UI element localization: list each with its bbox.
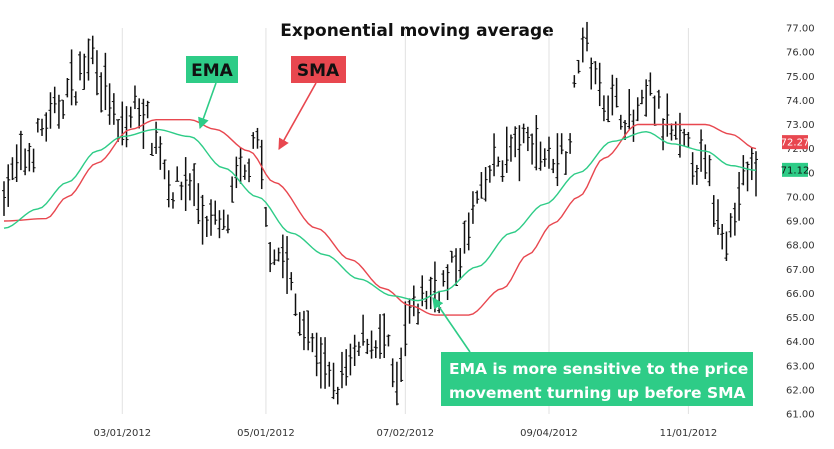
ema-label: EMA	[191, 61, 234, 81]
y-tick-label: 72.00	[786, 144, 815, 155]
ema-last-value-badge	[782, 162, 808, 177]
y-tick-label: 70.00	[786, 192, 815, 203]
ema-line	[3, 128, 757, 302]
ema-pointer-arrow	[198, 82, 217, 130]
y-tick-label: 62.00	[786, 385, 815, 396]
y-tick-label: 67.00	[786, 265, 815, 276]
y-tick-label: 65.00	[786, 313, 815, 324]
y-axis: 77.0076.0075.0074.0073.0072.0071.0070.00…	[786, 24, 815, 421]
x-tick-label: 11/01/2012	[660, 428, 718, 439]
sma-last-value: 72.27	[781, 138, 810, 149]
vertical-grid	[121, 28, 689, 414]
moving-average-lines	[3, 118, 757, 316]
note-box	[441, 352, 753, 406]
chart-title: Exponential moving average	[280, 21, 553, 41]
x-tick-label: 05/01/2012	[237, 428, 295, 439]
sma-line	[3, 118, 757, 316]
ema-label-box	[186, 56, 238, 83]
x-tick-label: 09/04/2012	[520, 428, 578, 439]
sma-label: SMA	[297, 61, 340, 81]
y-tick-label: 61.00	[786, 410, 815, 421]
price-bars	[2, 21, 758, 406]
note-line-2: movement turning up before SMA	[449, 384, 746, 402]
x-axis: 03/01/2012 05/01/2012 07/02/2012 09/04/2012…	[93, 428, 717, 439]
y-tick-label: 64.00	[786, 337, 815, 348]
y-tick-label: 77.00	[786, 24, 815, 35]
y-tick-label: 73.00	[786, 120, 815, 131]
note-pointer-arrow	[432, 297, 471, 353]
last-value-badges: 72.27 71.12	[781, 135, 810, 177]
y-tick-label: 76.00	[786, 48, 815, 59]
y-tick-label: 68.00	[786, 241, 815, 252]
sma-last-value-badge	[782, 135, 808, 150]
y-tick-label: 63.00	[786, 361, 815, 372]
sma-pointer-arrow	[278, 82, 317, 150]
x-tick-label: 03/01/2012	[93, 428, 151, 439]
x-tick-label: 07/02/2012	[377, 428, 435, 439]
sma-label-box	[291, 56, 346, 83]
y-tick-label: 69.00	[786, 217, 815, 228]
note-line-1: EMA is more sensitive to the price	[449, 360, 748, 378]
y-tick-label: 74.00	[786, 96, 815, 107]
ema-last-value: 71.12	[781, 165, 810, 176]
y-tick-label: 75.00	[786, 72, 815, 83]
y-tick-label: 66.00	[786, 289, 815, 300]
